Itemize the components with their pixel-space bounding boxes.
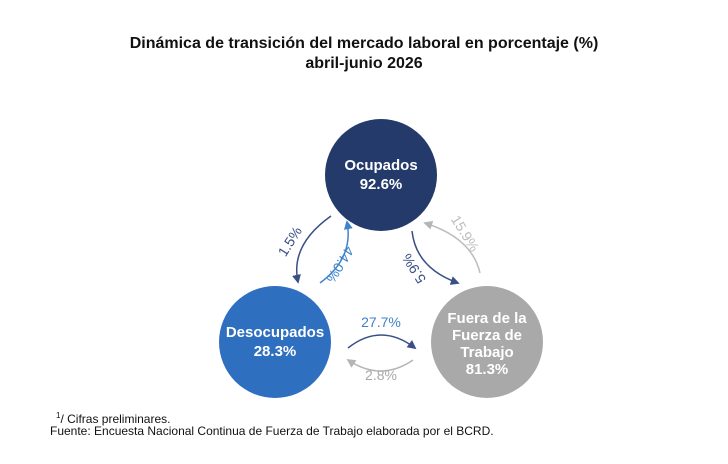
fuera-label-line3: Trabajo <box>460 344 513 361</box>
fuera-circle <box>431 286 543 398</box>
flow-label-2-8: 2.8% <box>365 367 397 383</box>
fuera-value: 81.3% <box>466 361 509 378</box>
footnote-preliminary-text: / Cifras preliminares. <box>60 412 171 426</box>
desocupados-circle <box>219 286 331 398</box>
fuera-label-line2: Fuerza de <box>452 327 522 344</box>
ocupados-label: Ocupados <box>344 157 417 174</box>
chart-title: Dinámica de transición del mercado labor… <box>129 35 599 52</box>
footnote-source: Fuente: Encuesta Nacional Continua de Fu… <box>50 424 494 438</box>
flow-label-15-9: 15.9% <box>448 212 483 254</box>
arrow-ocupados-to-fuera <box>411 230 460 285</box>
chart-subtitle: abril-junio 2026 <box>305 55 423 72</box>
footnote-mark: 1 <box>56 411 61 420</box>
footnote-preliminary: 1/ Cifras preliminares. <box>56 408 170 427</box>
fuera-label-line1: Fuera de la <box>447 310 527 327</box>
flow-label-1-5: 1.5% <box>275 224 305 260</box>
arrow-ocupados-to-desocupados <box>292 215 332 284</box>
desocupados-label: Desocupados <box>226 324 324 341</box>
arrow-fuera-to-desocupados <box>346 359 414 372</box>
arrow-fuera-to-ocupados <box>423 220 481 274</box>
ocupados-circle <box>325 119 437 231</box>
arrow-desocupados-to-fuera <box>347 334 417 350</box>
desocupados-value: 28.3% <box>254 343 297 360</box>
flow-label-27-7: 27.7% <box>361 314 401 330</box>
ocupados-value: 92.6% <box>360 176 403 193</box>
flow-label-5-9: 5.9% <box>399 251 429 287</box>
arrow-desocupados-to-ocupados <box>319 220 353 284</box>
flow-label-44-0: 44.0% <box>323 244 358 286</box>
